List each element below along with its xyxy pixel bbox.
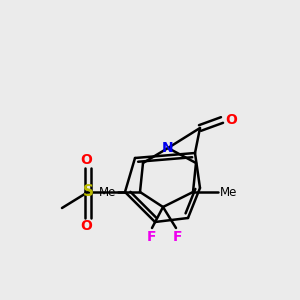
Text: S: S — [82, 184, 94, 200]
Text: N: N — [162, 141, 174, 155]
Text: F: F — [172, 230, 182, 244]
Text: O: O — [80, 219, 92, 233]
Text: Me: Me — [99, 185, 116, 199]
Text: O: O — [225, 113, 237, 127]
Text: O: O — [80, 153, 92, 167]
Text: F: F — [146, 230, 156, 244]
Text: Me: Me — [220, 185, 237, 199]
